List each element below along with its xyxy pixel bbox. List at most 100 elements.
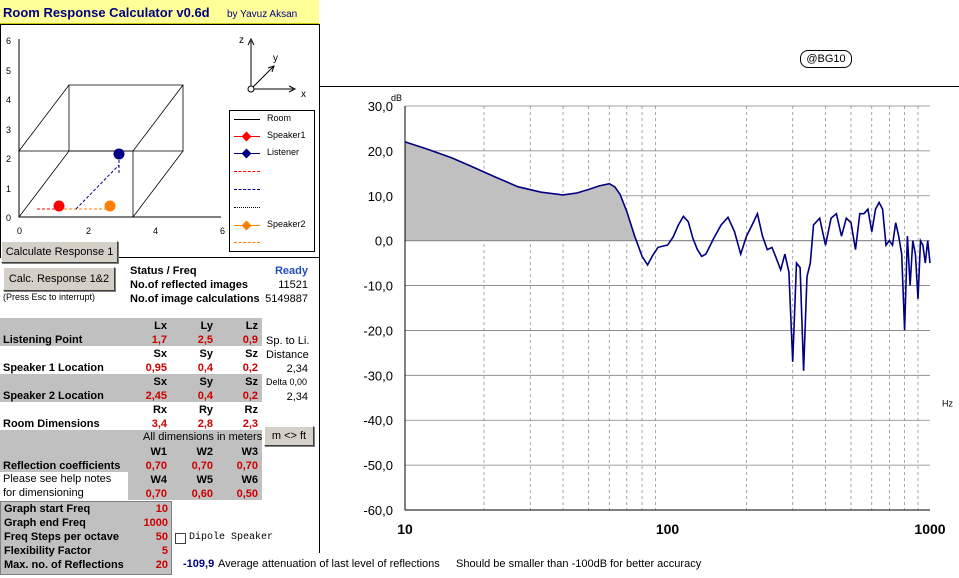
y-tick-2: 2 [6, 154, 11, 164]
reflection-w2[interactable]: 0,70 [191, 460, 213, 472]
speaker1-row: Sx Sy Sz Speaker 1 Location 0,95 0,4 0,2 [0, 346, 262, 374]
speaker2-sy[interactable]: 0,4 [197, 390, 213, 402]
speaker2-row: Sx Sy Sz Speaker 2 Location 2,45 0,4 0,2 [0, 374, 262, 402]
distance-label: Distance [266, 349, 309, 361]
legend-item-dotted [230, 201, 314, 215]
x-tick-0: 0 [17, 226, 22, 236]
y-tick-1: 1 [6, 184, 11, 194]
diamond-icon [241, 131, 252, 142]
accuracy-note: Should be smaller than -100dB for better… [456, 558, 702, 570]
speaker1-sy[interactable]: 0,4 [197, 362, 213, 374]
graph-start-freq-field[interactable]: 10 [155, 503, 168, 515]
sp-to-li-label: Sp. to Li. [266, 335, 310, 347]
listening-lx[interactable]: 1,7 [151, 334, 167, 346]
listening-point-label: Listening Point [3, 334, 83, 346]
units-note: All dimensions in meters [143, 431, 263, 443]
legend-item-speaker2: Speaker2 [230, 219, 314, 233]
axis-label-x: x [301, 89, 306, 100]
y-tick-4: 4 [6, 95, 11, 105]
listener-marker [113, 148, 125, 160]
reflection-w4[interactable]: 0,70 [145, 488, 167, 500]
units-toggle-button[interactable]: m <> ft [264, 426, 314, 446]
speaker2-sx[interactable]: 2,45 [145, 390, 167, 402]
help-note-2: for dimensioning [3, 487, 84, 499]
axis-label-y: y [273, 53, 278, 64]
max-reflections-field[interactable]: 20 [155, 559, 168, 571]
y-tick-label: -20,0 [363, 323, 393, 338]
speaker1-sz[interactable]: 0,2 [242, 362, 258, 374]
y-tick-label: 0,0 [375, 234, 393, 249]
frequency-response-chart: 30,0 20,0 10,0 0,0 -10,0 -20,0 -30,0 -40,0 -50,0… [363, 93, 953, 537]
reflection-w5[interactable]: 0,60 [191, 488, 213, 500]
status-label: Status / Freq [130, 265, 197, 277]
y-tick-label: 20,0 [368, 144, 393, 159]
speaker2-marker [104, 200, 116, 212]
y-tick-label: -30,0 [363, 368, 393, 383]
y-tick-0: 0 [6, 213, 11, 223]
legend-item-listener-dash [230, 183, 314, 197]
attenuation-value: -109,9 [183, 558, 215, 570]
room-rx[interactable]: 3,4 [151, 418, 167, 430]
attenuation-label: Average attenuation of last level of ref… [218, 558, 440, 570]
room-3d-chart: 6 5 4 3 2 1 0 0 2 4 6 [6, 35, 306, 236]
legend-item-speaker1-dash [230, 165, 314, 179]
reflection-w6[interactable]: 0,50 [236, 488, 258, 500]
speaker1-location-label: Speaker 1 Location [3, 362, 104, 374]
diamond-icon [241, 148, 252, 159]
distance-value-1: 2,34 [286, 363, 308, 375]
y-tick-3: 3 [6, 125, 11, 135]
positive-area-fill [405, 141, 638, 241]
app-author: by Yavuz Aksan [227, 9, 298, 20]
reflection-w3[interactable]: 0,70 [236, 460, 258, 472]
images-value: 11521 [278, 279, 308, 291]
help-note-1: Please see help notes [3, 473, 112, 485]
axis-label-z: z [239, 35, 244, 46]
version-badge: @BG10 [800, 50, 852, 68]
esc-note: (Press Esc to interrupt) [3, 292, 96, 302]
y-tick-label: -40,0 [363, 413, 393, 428]
x-tick-4: 4 [153, 226, 158, 236]
y-tick-5: 5 [6, 66, 11, 76]
speaker1-sx[interactable]: 0,95 [145, 362, 167, 374]
y-axis-label: dB [391, 93, 402, 103]
legend-item-speaker2-dash [230, 236, 314, 250]
dipole-label: Dipole Speaker [189, 532, 274, 543]
parameter-grid: Lx Ly Lz Listening Point 1,7 2,5 0,9 Sx … [0, 318, 262, 500]
dipole-checkbox[interactable] [175, 533, 186, 544]
legend-item-speaker1: Speaker1 [230, 130, 314, 144]
flexibility-factor-field[interactable]: 5 [161, 545, 168, 557]
listening-row: Lx Ly Lz Listening Point 1,7 2,5 0,9 [0, 318, 262, 346]
speaker2-location-label: Speaker 2 Location [3, 390, 104, 402]
x-axis-label: Hz [942, 398, 953, 408]
y-tick-label: -60,0 [363, 503, 393, 518]
diamond-icon [241, 220, 252, 231]
graph-end-freq-field[interactable]: 1000 [143, 517, 168, 529]
axes-gizmo-icon [247, 37, 297, 93]
room-ry[interactable]: 2,8 [197, 418, 213, 430]
calculate-response-1-2-button[interactable]: Calc. Response 1&2 [3, 267, 115, 291]
room-dimensions-label: Room Dimensions [3, 418, 100, 430]
x-tick-6: 6 [220, 226, 225, 236]
calcs-label: No.of image calculations [130, 293, 260, 305]
room-rz[interactable]: 2,3 [242, 418, 258, 430]
units-note-row: All dimensions in meters [0, 430, 262, 444]
graph-params: Graph start Freq 10 Graph end Freq 1000 … [0, 501, 172, 575]
app-title: Room Response Calculator v0.6d [3, 5, 210, 20]
listening-ly[interactable]: 2,5 [197, 334, 213, 346]
room-legend: Room Speaker1 Listener Speaker2 [229, 110, 315, 252]
reflection-coefficients-label: Reflection coefficients [3, 460, 121, 472]
calculate-response-1-button[interactable]: Calculate Response 1 [1, 241, 118, 263]
reflection-w1[interactable]: 0,70 [145, 460, 167, 472]
x-tick-label: 1000 [914, 521, 945, 537]
y-tick-label: -10,0 [363, 279, 393, 294]
speaker2-sz[interactable]: 0,2 [242, 390, 258, 402]
distance-value-2: 2,34 [286, 391, 308, 403]
images-label: No.of reflected images [130, 279, 248, 291]
listening-lz[interactable]: 0,9 [242, 334, 258, 346]
title-bar [0, 0, 319, 24]
x-tick-label: 10 [397, 521, 413, 537]
speaker1-marker [53, 200, 65, 212]
freq-steps-field[interactable]: 50 [155, 531, 168, 543]
calcs-value: 5149887 [265, 293, 308, 305]
status-value: Ready [274, 265, 308, 277]
